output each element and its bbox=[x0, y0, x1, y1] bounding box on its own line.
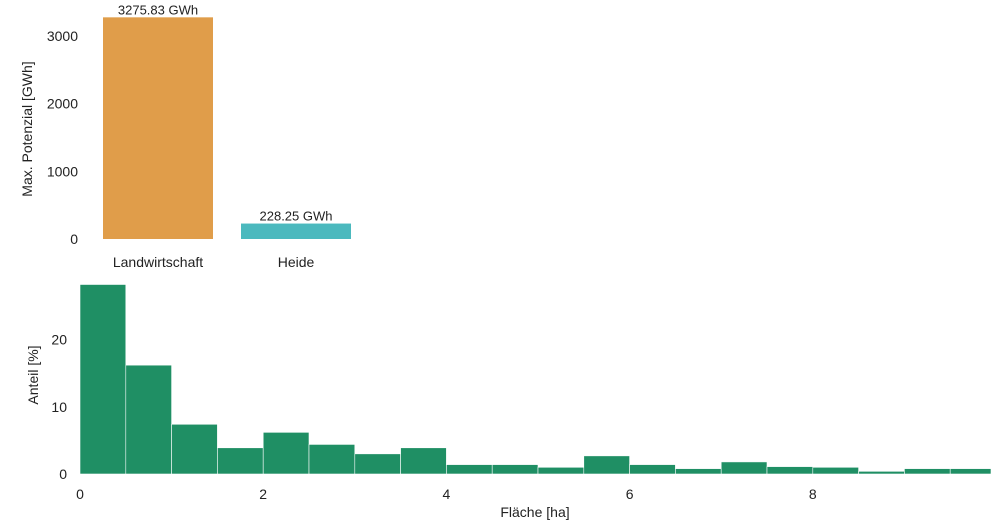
hist-y-tick-label: 10 bbox=[51, 399, 67, 415]
hist-bar bbox=[354, 453, 401, 475]
hist-bar bbox=[537, 466, 585, 475]
hist-bar bbox=[400, 447, 447, 475]
hist-bar bbox=[308, 444, 356, 475]
top-y-tick-label: 1000 bbox=[47, 163, 78, 179]
hist-bar bbox=[720, 461, 768, 475]
hist-x-tick-label: 4 bbox=[443, 486, 451, 502]
hist-bar bbox=[949, 468, 991, 475]
hist-bar bbox=[491, 464, 539, 475]
top-x-categories: Landwirtschaft Heide bbox=[113, 254, 315, 270]
top-bar-data-label: 3275.83 GWh bbox=[118, 2, 198, 17]
hist-bar bbox=[675, 468, 722, 475]
potential-bar-chart: Max. Potenzial [GWh] 0 1000 2000 3000 3275.… bbox=[19, 2, 351, 270]
hist-bar bbox=[583, 455, 630, 475]
hist-x-tick-label: 6 bbox=[626, 486, 634, 502]
hist-y-axis-label: Anteil [%] bbox=[25, 345, 41, 404]
top-bar bbox=[241, 223, 351, 239]
hist-x-tick-label: 0 bbox=[76, 486, 84, 502]
top-x-category-label: Heide bbox=[278, 254, 315, 270]
hist-x-tick-label: 8 bbox=[809, 486, 817, 502]
hist-x-ticks: 0 2 4 6 8 bbox=[76, 486, 817, 502]
hist-x-axis-label: Fläche [ha] bbox=[500, 504, 569, 520]
hist-bar bbox=[812, 466, 859, 475]
top-data-labels: 3275.83 GWh 228.25 GWh bbox=[118, 2, 333, 223]
hist-y-tick-label: 0 bbox=[59, 466, 67, 482]
hist-bar bbox=[629, 464, 676, 475]
top-bar bbox=[103, 17, 213, 239]
area-histogram: Anteil [%] Fläche [ha] 0 10 20 0 2 4 6 8 bbox=[25, 284, 991, 520]
top-x-category-label: Landwirtschaft bbox=[113, 254, 203, 270]
hist-bar bbox=[171, 423, 218, 475]
hist-bar bbox=[125, 364, 172, 475]
hist-bar bbox=[766, 466, 814, 475]
top-y-tick-label: 3000 bbox=[47, 28, 78, 44]
top-bar-data-label: 228.25 GWh bbox=[260, 209, 333, 224]
hist-x-tick-label: 2 bbox=[259, 486, 267, 502]
top-y-axis-label: Max. Potenzial [GWh] bbox=[19, 61, 35, 196]
hist-bar bbox=[904, 468, 951, 475]
hist-bar bbox=[446, 464, 493, 475]
hist-bar bbox=[262, 432, 310, 475]
top-y-tick-label: 2000 bbox=[47, 96, 78, 112]
top-bars bbox=[103, 17, 351, 239]
hist-bars bbox=[79, 284, 991, 475]
hist-bar bbox=[217, 447, 264, 475]
hist-bar bbox=[858, 471, 905, 475]
top-y-ticks: 0 1000 2000 3000 bbox=[47, 28, 78, 247]
top-y-tick-label: 0 bbox=[70, 231, 78, 247]
hist-y-ticks: 0 10 20 bbox=[51, 332, 67, 482]
hist-y-tick-label: 20 bbox=[51, 332, 67, 348]
hist-bar bbox=[79, 284, 127, 475]
